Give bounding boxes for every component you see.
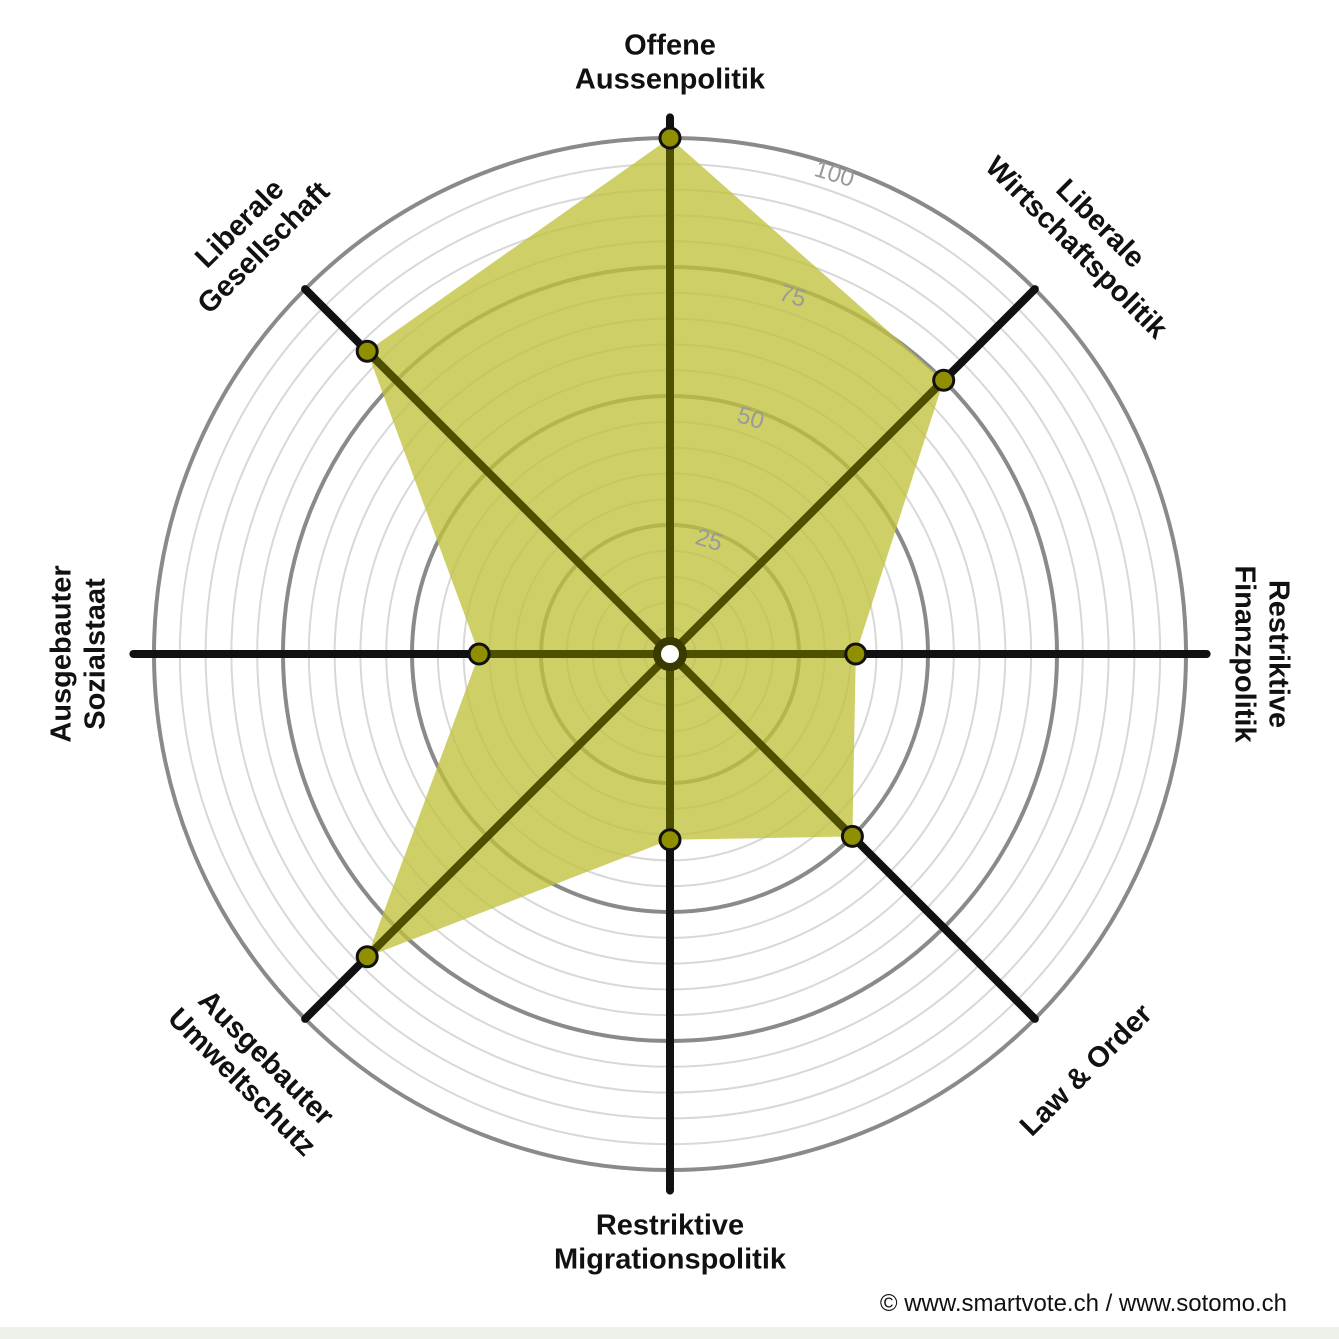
- data-point: [840, 824, 864, 848]
- value-area: [367, 138, 944, 957]
- axis-label: Sozialstaat: [80, 578, 112, 730]
- axis-label-group: Ausgebauter Sozialstaat: [46, 565, 112, 742]
- copyright-notice: © www.smartvote.ch / www.sotomo.ch: [879, 1290, 1287, 1317]
- axis-label: Aussenpolitik: [575, 64, 766, 96]
- data-point: [658, 126, 682, 150]
- axis-label: Offene: [624, 30, 716, 62]
- axis-label: Ausgebauter: [46, 565, 78, 742]
- axis-label: Migrationspolitik: [554, 1244, 787, 1276]
- data-point: [355, 339, 379, 363]
- series-area: [367, 138, 944, 957]
- value-markers: [355, 126, 956, 969]
- center-hub: [653, 637, 687, 671]
- axis-label: Finanzpolitik: [1228, 565, 1260, 743]
- data-point: [467, 642, 491, 666]
- axis-label: Restriktive: [596, 1210, 744, 1242]
- data-point: [844, 642, 868, 666]
- axis-label: Restriktive: [1262, 580, 1294, 728]
- center-hub-inner: [661, 645, 679, 663]
- footer-bar: [0, 1327, 1339, 1339]
- data-point: [355, 945, 379, 969]
- data-point: [658, 828, 682, 852]
- value-spoke: [363, 650, 674, 961]
- data-point: [932, 368, 956, 392]
- value-spokes: [363, 134, 948, 961]
- value-spoke: [666, 376, 948, 658]
- value-spoke: [363, 347, 674, 658]
- value-spoke: [666, 650, 857, 841]
